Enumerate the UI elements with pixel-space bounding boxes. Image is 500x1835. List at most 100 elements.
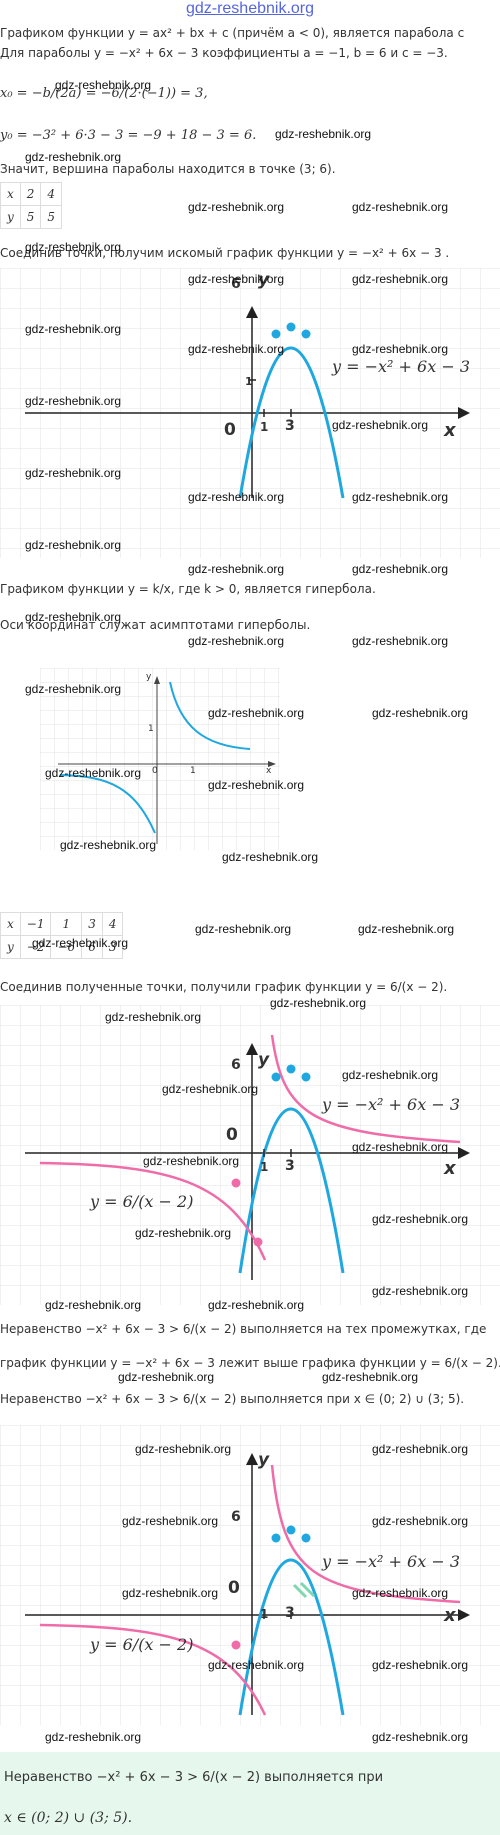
watermark: gdz-reshebnik.org: [143, 1154, 240, 1168]
table-row: y 5 5: [0, 205, 63, 229]
values-table-2: x −1 1 3 4 y −2 −6 6 3: [0, 912, 124, 959]
parabola-graph: [0, 268, 500, 558]
watermark: gdz-reshebnik.org: [188, 490, 285, 504]
watermark: gdz-reshebnik.org: [188, 634, 285, 648]
watermark: gdz-reshebnik.org: [352, 342, 449, 356]
watermark: gdz-reshebnik.org: [188, 200, 285, 214]
table-row: x 2 4: [0, 182, 63, 206]
x-axis-label: x: [444, 420, 456, 441]
watermark: gdz-reshebnik.org: [372, 1658, 469, 1672]
watermark: gdz-reshebnik.org: [342, 1068, 439, 1082]
origin-label: 0: [228, 1578, 240, 1598]
solution-hatch: [292, 1583, 308, 1599]
origin-label: 0: [224, 420, 236, 440]
hyperbola-branch-right: [169, 681, 251, 750]
parabola-curve: [238, 1107, 345, 1274]
text-line-6: Соединив точки, получим искомый график ф…: [0, 246, 450, 260]
table-cell: 4: [101, 912, 124, 936]
watermark: gdz-reshebnik.org: [358, 922, 455, 936]
table-cell: 3: [101, 935, 124, 959]
tick-label-6: 6: [231, 276, 241, 292]
table-cell: y: [0, 205, 21, 229]
watermark: gdz-reshebnik.org: [122, 1514, 219, 1528]
small-tick-1-x: 1: [190, 766, 196, 776]
tick-label-1-x: 1: [260, 1607, 269, 1621]
text-line-10: Неравенство −x² + 6x − 3 > 6/(x − 2) вып…: [0, 1322, 487, 1336]
watermark: gdz-reshebnik.org: [208, 778, 305, 792]
watermark: gdz-reshebnik.org: [195, 922, 292, 936]
y-axis-label: y: [258, 1050, 270, 1070]
watermark: gdz-reshebnik.org: [188, 562, 285, 576]
watermark: gdz-reshebnik.org: [25, 240, 122, 254]
watermark: gdz-reshebnik.org: [118, 1370, 215, 1384]
watermark: gdz-reshebnik.org: [45, 766, 142, 780]
hyperbola-branch-right: [270, 1034, 461, 1144]
answer-line-2: x ∈ (0; 2) ∪ (3; 5).: [4, 1810, 133, 1826]
watermark: gdz-reshebnik.org: [332, 418, 429, 432]
tick-label-1-x: 1: [260, 420, 269, 434]
watermark: gdz-reshebnik.org: [270, 996, 367, 1010]
table-cell: −6: [50, 935, 83, 959]
watermark: gdz-reshebnik.org: [162, 1082, 259, 1096]
watermark: gdz-reshebnik.org: [55, 78, 152, 92]
watermark: gdz-reshebnik.org: [135, 1226, 232, 1240]
text-line-12: Неравенство −x² + 6x − 3 > 6/(x − 2) вып…: [0, 1392, 465, 1406]
watermark: gdz-reshebnik.org: [222, 850, 319, 864]
table-row: y −2 −6 6 3: [0, 935, 124, 959]
y-axis-label: y: [258, 1450, 270, 1470]
parabola-equation: y = −x² + 6x − 3: [322, 1095, 460, 1114]
watermark: gdz-reshebnik.org: [25, 322, 122, 336]
watermark: gdz-reshebnik.org: [275, 127, 372, 141]
watermark: gdz-reshebnik.org: [372, 1284, 469, 1298]
text-line-8: Оси координат служат асимптотами гипербо…: [0, 618, 311, 632]
watermark: gdz-reshebnik.org: [188, 342, 285, 356]
watermark: gdz-reshebnik.org: [25, 610, 122, 624]
small-y-label: y: [146, 672, 152, 682]
text-line-11: график функции y = −x² + 6x − 3 лежит вы…: [0, 1356, 500, 1370]
values-table-1: x 2 4 y 5 5: [0, 182, 63, 229]
table-cell: 6: [81, 935, 103, 959]
hyperbola-equation: y = 6/(x − 2): [90, 1635, 194, 1654]
watermark: gdz-reshebnik.org: [45, 1298, 142, 1312]
watermark: gdz-reshebnik.org: [352, 634, 449, 648]
small-origin: 0: [152, 766, 158, 776]
text-line-9: Соединив полученные точки, получили граф…: [0, 980, 448, 994]
watermark: gdz-reshebnik.org: [352, 490, 449, 504]
watermark: gdz-reshebnik.org: [322, 1370, 419, 1384]
small-x-label: x: [266, 766, 272, 776]
vertex-point: [286, 322, 296, 332]
answer-line-1: Неравенство −x² + 6x − 3 > 6/(x − 2) вып…: [4, 1770, 384, 1785]
parabola-equation: y = −x² + 6x − 3: [332, 357, 470, 376]
watermark: gdz-reshebnik.org: [372, 1514, 469, 1528]
text-line-2: Для параболы y = −x² + 6x − 3 коэффициен…: [0, 46, 448, 60]
watermark: gdz-reshebnik.org: [60, 838, 157, 852]
watermark: gdz-reshebnik.org: [25, 150, 122, 164]
point: [301, 329, 311, 339]
tick-label-6: 6: [231, 1509, 241, 1525]
watermark: gdz-reshebnik.org: [352, 272, 449, 286]
watermark: gdz-reshebnik.org: [122, 1586, 219, 1600]
combined-graph: [0, 1005, 500, 1305]
x-axis-label: x: [444, 1605, 456, 1626]
table-cell: 2: [19, 182, 42, 206]
table-cell: x: [0, 912, 21, 936]
y-axis-label: y: [258, 270, 270, 290]
table-cell: 3: [81, 912, 103, 936]
point: [271, 329, 281, 339]
watermark: gdz-reshebnik.org: [25, 682, 122, 696]
watermark: gdz-reshebnik.org: [25, 394, 122, 408]
watermark: gdz-reshebnik.org: [208, 1658, 305, 1672]
hyperbola-branch-left: [59, 774, 156, 834]
table-row: x −1 1 3 4: [0, 912, 124, 936]
watermark: gdz-reshebnik.org: [372, 1212, 469, 1226]
tick-label-3: 3: [285, 1158, 295, 1174]
watermark: gdz-reshebnik.org: [32, 936, 129, 950]
formula-x0: x₀ = −b/(2a) = −6/(2·(−1)) = 3,: [0, 86, 208, 101]
site-header-link[interactable]: gdz-reshebnik.org: [185, 0, 315, 17]
x-axis-label: x: [444, 1158, 456, 1179]
text-line-7: Графиком функции y = k/x, где k > 0, явл…: [0, 582, 376, 596]
hyperbola-branch-left: [39, 1161, 267, 1261]
table-cell: 5: [19, 205, 42, 229]
watermark: gdz-reshebnik.org: [372, 1730, 469, 1744]
watermark: gdz-reshebnik.org: [352, 200, 449, 214]
